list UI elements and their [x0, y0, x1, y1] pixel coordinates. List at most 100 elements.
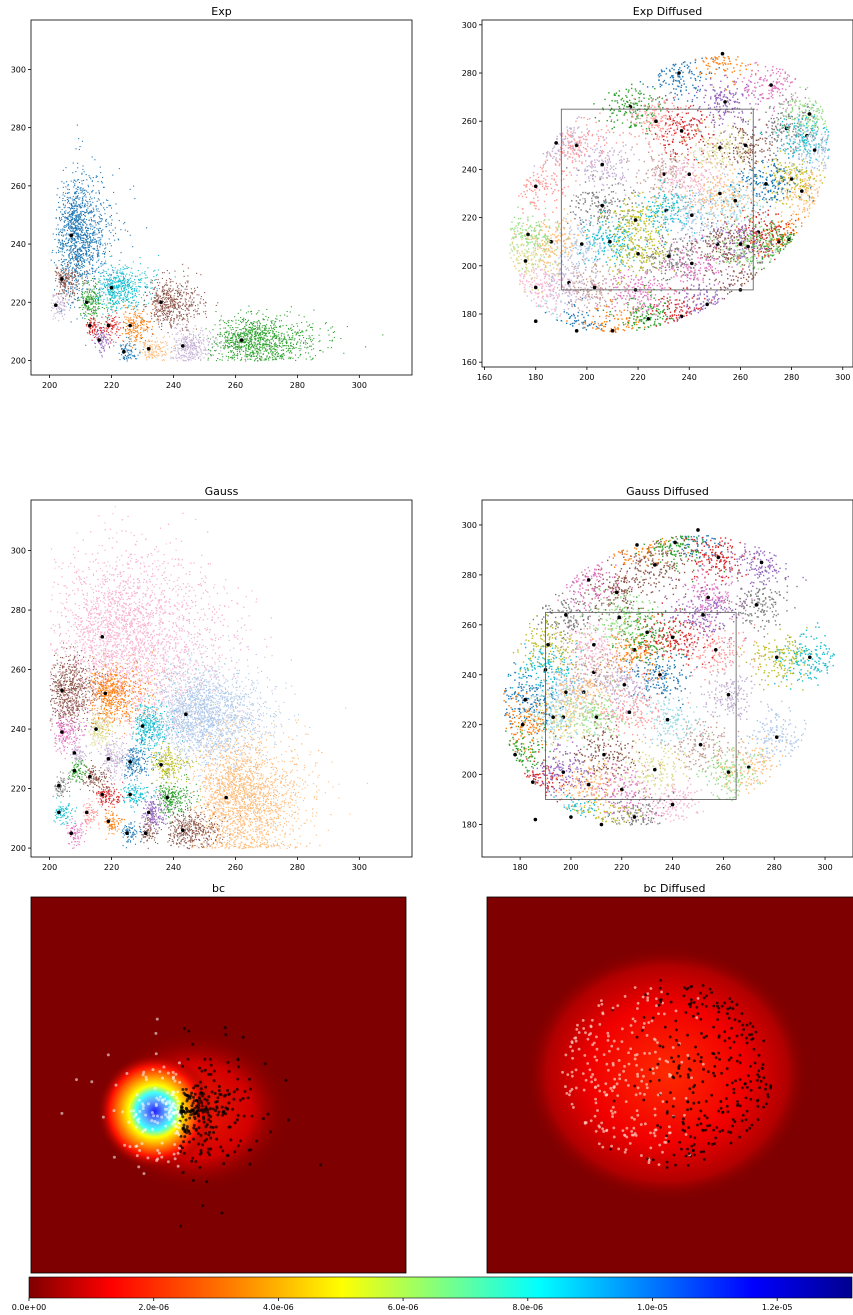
sample-point	[134, 355, 136, 358]
sample-point	[100, 351, 102, 353]
sample-point	[74, 244, 77, 247]
sample-point	[145, 345, 147, 347]
sample-point	[198, 351, 200, 353]
sample-point	[161, 342, 163, 344]
sample-point	[228, 333, 230, 335]
sample-point	[79, 306, 81, 309]
sample-point	[81, 219, 83, 221]
sample-point	[82, 306, 84, 309]
sample-point	[103, 263, 105, 265]
sample-point	[260, 344, 262, 346]
sample-point	[194, 355, 196, 357]
sample-point	[87, 201, 89, 203]
sample-point	[98, 215, 100, 218]
sample-point	[157, 294, 159, 296]
sample-point	[196, 294, 198, 296]
sample-point	[62, 234, 64, 236]
sample-point	[186, 285, 188, 287]
sample-point	[96, 288, 98, 290]
sample-point	[71, 253, 73, 255]
sample-point	[132, 322, 134, 325]
sample-point	[229, 327, 231, 329]
sample-point	[232, 341, 234, 343]
sample-point	[148, 302, 150, 304]
sample-point	[187, 357, 189, 359]
sample-point	[81, 274, 83, 276]
sample-point	[131, 322, 133, 324]
sample-point	[53, 313, 55, 315]
x-tick-label: 240	[166, 381, 181, 390]
sample-point	[105, 333, 107, 335]
sample-point	[112, 266, 114, 268]
sample-point	[162, 305, 164, 307]
sample-point	[123, 223, 125, 225]
sample-point	[219, 359, 221, 361]
sample-point	[197, 357, 199, 359]
sample-point	[69, 220, 71, 222]
sample-point	[237, 327, 239, 329]
sample-point	[186, 329, 188, 332]
sample-point	[64, 212, 67, 214]
sample-point	[98, 210, 100, 213]
sample-point	[233, 359, 235, 361]
sample-point	[258, 326, 260, 329]
sample-point	[130, 280, 132, 282]
sample-point	[95, 336, 97, 338]
sample-point	[81, 200, 83, 202]
sample-point	[289, 358, 292, 360]
sample-point	[177, 348, 179, 350]
sample-point	[98, 306, 100, 308]
sample-point	[172, 356, 174, 359]
sample-point	[182, 334, 184, 336]
sample-point	[115, 291, 117, 293]
sample-point	[80, 203, 82, 205]
sample-point	[118, 296, 120, 298]
sample-point	[104, 286, 106, 289]
sample-point	[168, 306, 170, 308]
sample-point	[201, 352, 203, 354]
sample-point	[231, 357, 233, 359]
sample-point	[158, 348, 160, 350]
sample-point	[167, 294, 170, 297]
sample-point	[273, 335, 275, 337]
sample-point	[169, 311, 171, 313]
sample-point	[63, 271, 65, 273]
sample-point	[240, 329, 242, 331]
sample-point	[101, 182, 103, 184]
sample-point	[86, 224, 88, 226]
sample-point	[302, 337, 305, 339]
sample-point	[76, 224, 78, 227]
sample-point	[141, 318, 143, 320]
sample-point	[100, 337, 102, 339]
sample-point	[103, 347, 105, 349]
sample-point	[197, 352, 199, 354]
sample-point	[90, 295, 92, 297]
sample-point	[220, 315, 222, 317]
sample-point	[254, 349, 256, 351]
sample-point	[247, 320, 249, 322]
sample-point	[99, 350, 101, 352]
sample-point	[70, 203, 72, 205]
sample-point	[114, 239, 116, 241]
sample-point	[305, 358, 307, 360]
sample-point	[94, 321, 96, 324]
sample-point	[74, 268, 76, 270]
sample-point	[113, 319, 115, 321]
sample-point	[98, 242, 100, 244]
sample-point	[127, 278, 129, 281]
sample-point	[146, 359, 148, 361]
sample-point	[145, 305, 147, 307]
sample-point	[132, 319, 135, 321]
sample-point	[134, 275, 137, 278]
sample-point	[237, 357, 239, 359]
sample-point	[70, 246, 72, 248]
sample-point	[250, 339, 252, 341]
sample-point	[129, 319, 131, 321]
sample-point	[100, 287, 102, 289]
sample-point	[266, 335, 268, 337]
sample-point	[270, 349, 272, 351]
sample-point	[170, 310, 172, 313]
sample-point	[89, 198, 91, 200]
sample-point	[174, 306, 176, 308]
sample-point	[225, 336, 227, 338]
